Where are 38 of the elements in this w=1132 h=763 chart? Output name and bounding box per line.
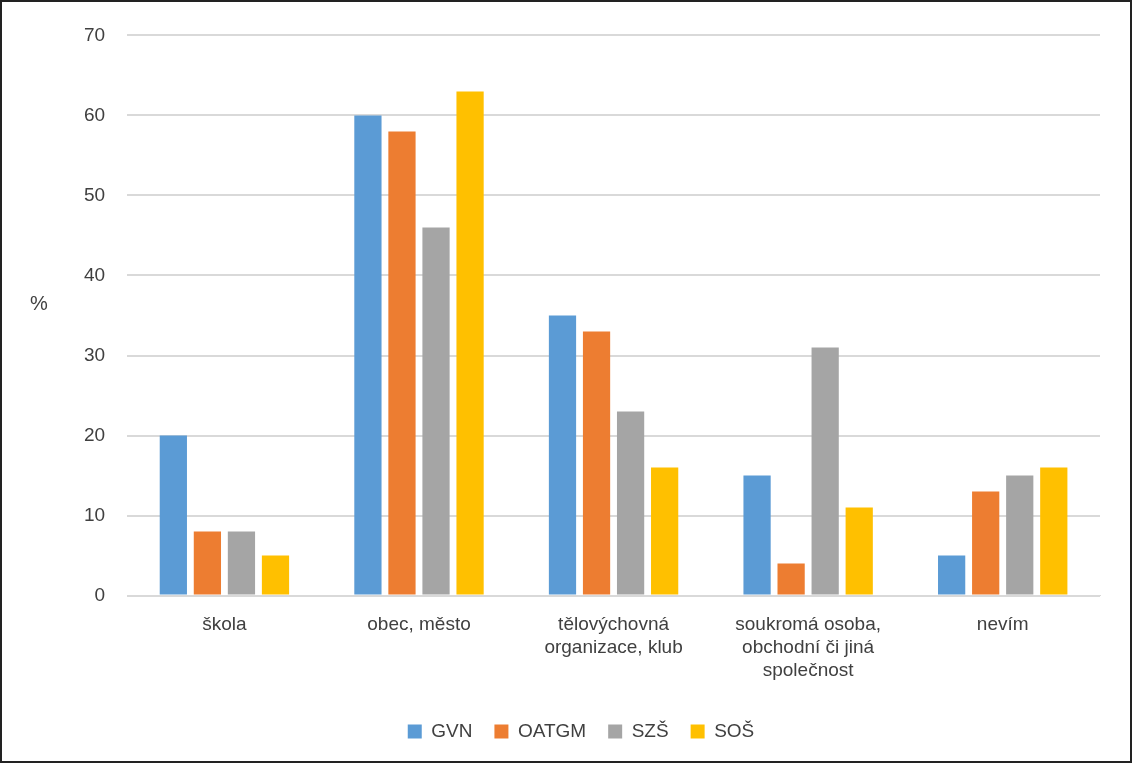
bar bbox=[193, 531, 222, 595]
y-tick-label: 50 bbox=[83, 183, 106, 205]
y-tick-label: 0 bbox=[94, 583, 106, 605]
bar bbox=[388, 131, 416, 595]
y-tick-label: 20 bbox=[83, 423, 106, 445]
bar bbox=[1040, 467, 1068, 595]
y-tick-label: 70 bbox=[83, 23, 106, 45]
bar bbox=[616, 411, 645, 595]
bar bbox=[938, 555, 966, 595]
x-tick-label: škola bbox=[202, 613, 248, 635]
y-tick-label: 10 bbox=[83, 503, 106, 525]
bar bbox=[456, 91, 484, 595]
bar bbox=[845, 507, 873, 595]
legend-label: OATGM bbox=[517, 719, 587, 741]
x-tick-label: soukromá osoba, obchodní či jiná společnost bbox=[735, 613, 882, 680]
legend-label: SOŠ bbox=[714, 719, 755, 741]
y-tick-label: 60 bbox=[83, 103, 106, 125]
bar bbox=[548, 315, 577, 595]
bar bbox=[354, 115, 382, 595]
bar bbox=[972, 491, 1000, 595]
bar bbox=[261, 555, 290, 595]
bar bbox=[227, 531, 256, 595]
bar bbox=[422, 227, 450, 595]
bar bbox=[743, 475, 771, 595]
bar bbox=[582, 331, 611, 595]
bar bbox=[159, 435, 187, 595]
legend-label: GVN bbox=[431, 719, 473, 741]
bar bbox=[777, 563, 805, 595]
y-axis-title: % bbox=[30, 292, 48, 315]
bar bbox=[811, 347, 839, 595]
x-tick-label: tělovýchovná organizace, klub bbox=[544, 613, 683, 658]
bar bbox=[1006, 475, 1034, 595]
y-tick-label: 30 bbox=[83, 343, 106, 365]
legend-label: SZŠ bbox=[631, 719, 669, 741]
x-tick-label: obec, město bbox=[367, 613, 471, 635]
y-tick-label: 40 bbox=[83, 263, 106, 285]
x-tick-label: nevím bbox=[976, 613, 1029, 635]
bar bbox=[651, 467, 679, 595]
